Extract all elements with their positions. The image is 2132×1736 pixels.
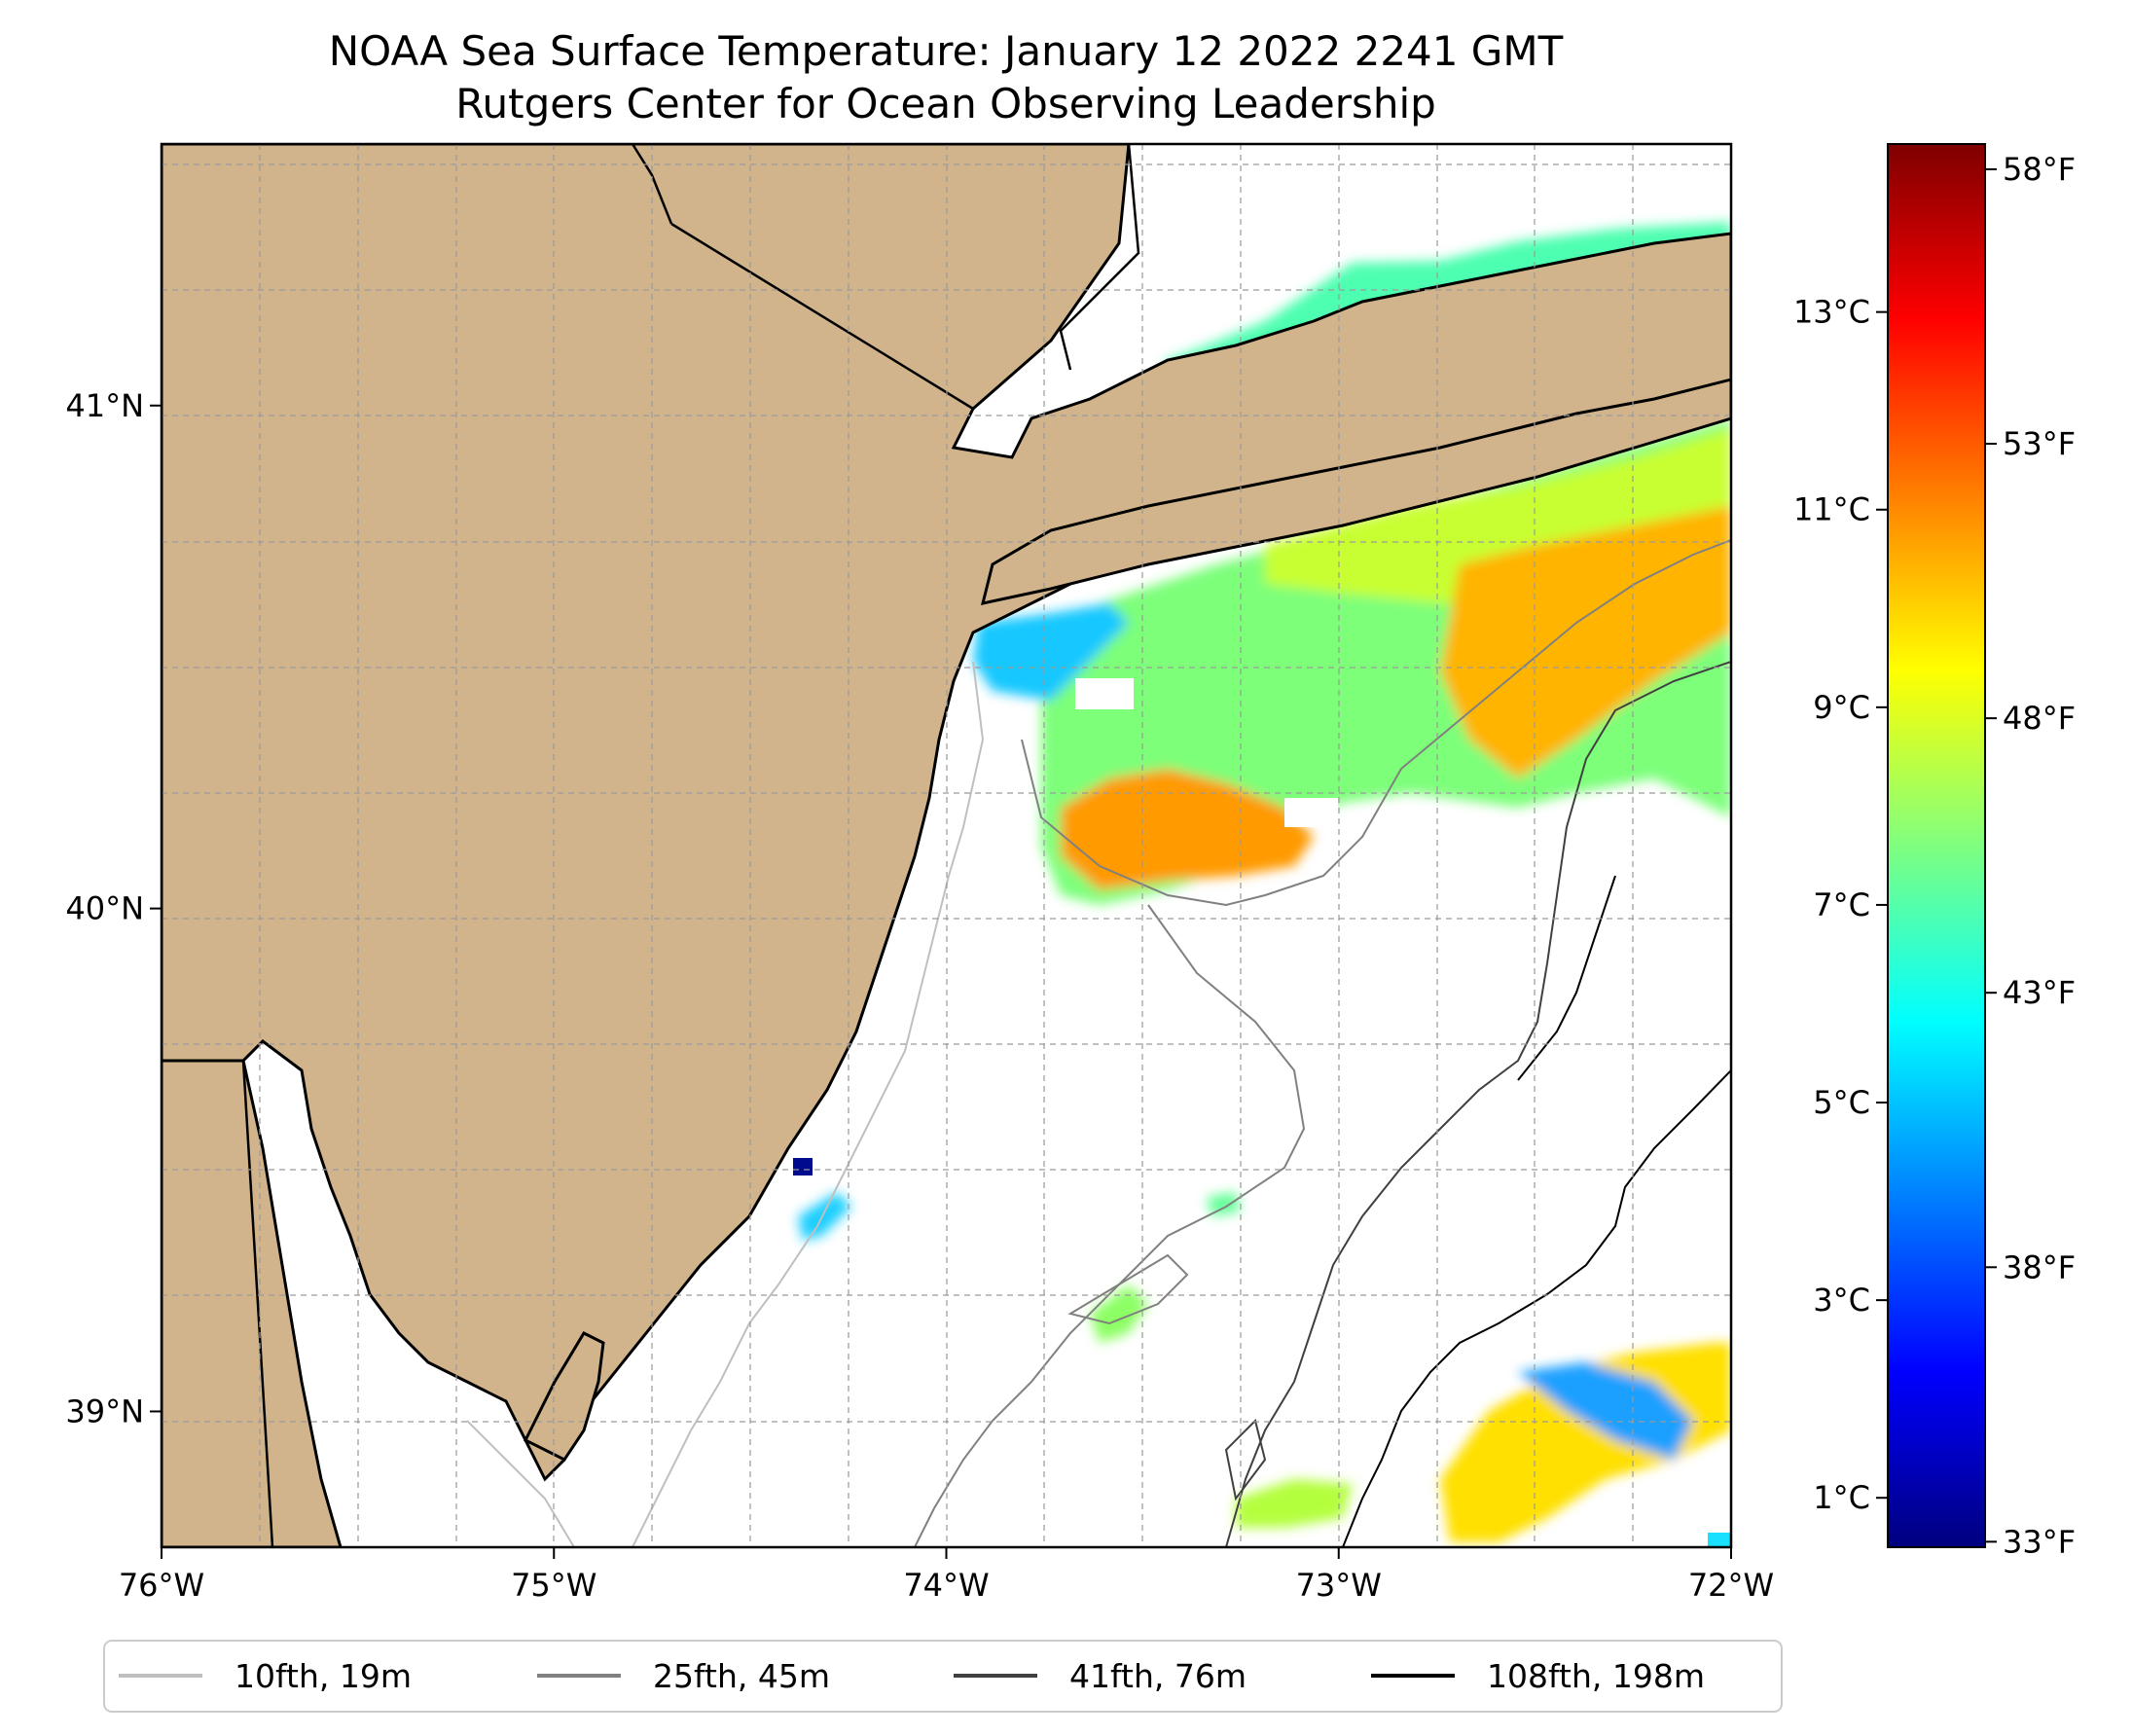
celsius-tick-label: 5°C [1813, 1084, 1870, 1121]
colorbar-celsius-axis: 1°C 3°C 5°C 7°C 9°C 11°C 13°C [1793, 294, 1888, 1516]
y-axis: 41°N 40°N 39°N [65, 387, 162, 1429]
legend-label-108fth: 108fth, 198m [1487, 1657, 1705, 1695]
celsius-tick-label: 1°C [1813, 1479, 1870, 1516]
x-tick-label: 75°W [511, 1567, 596, 1604]
contour-10fth [632, 661, 985, 1547]
legend-label-10fth: 10fth, 19m [235, 1657, 412, 1695]
x-axis: 76°W 75°W 74°W 73°W 72°W [119, 1547, 1774, 1604]
y-tick-label: 40°N [65, 890, 144, 927]
x-tick-label: 74°W [903, 1567, 989, 1604]
chart-title: NOAA Sea Surface Temperature: January 12… [329, 27, 1564, 75]
land-delaware [162, 1059, 343, 1547]
legend-item-108fth: 108fth, 198m [1371, 1657, 1705, 1695]
land-cape-may-point [523, 1331, 605, 1462]
contour-108fth [1342, 1069, 1731, 1547]
colorbar-fahrenheit-axis: 33°F 38°F 43°F 48°F 53°F 58°F [1985, 151, 2076, 1560]
legend-item-25fth: 25fth, 45m [537, 1657, 830, 1695]
celsius-tick-label: 11°C [1793, 491, 1870, 528]
y-tick-label: 39°N [65, 1392, 144, 1429]
legend-item-10fth: 10fth, 19m [119, 1657, 412, 1695]
fahrenheit-tick-label: 53°F [2003, 425, 2076, 462]
fahrenheit-tick-label: 33°F [2003, 1523, 2076, 1560]
y-tick-label: 41°N [65, 387, 144, 424]
contour-25fth [1021, 539, 1731, 907]
x-tick-label: 72°W [1688, 1567, 1774, 1604]
map-panel [162, 144, 1731, 1547]
x-tick-label: 73°W [1296, 1567, 1382, 1604]
fahrenheit-tick-label: 58°F [2003, 151, 2076, 188]
chart-subtitle: Rutgers Center for Ocean Observing Leade… [455, 80, 1436, 127]
land-long-island [980, 378, 1731, 605]
celsius-tick-label: 13°C [1793, 294, 1870, 331]
fahrenheit-tick-label: 38°F [2003, 1248, 2076, 1285]
sst-data-layer [560, 222, 1731, 1547]
celsius-tick-label: 9°C [1813, 689, 1870, 726]
legend-label-25fth: 25fth, 45m [653, 1657, 830, 1695]
gridlines [162, 144, 1731, 1547]
fahrenheit-tick-label: 43°F [2003, 974, 2076, 1011]
colorbar-gradient [1887, 143, 1986, 1548]
state-boundaries [162, 144, 1140, 1547]
legend-label-41fth: 41fth, 76m [1069, 1657, 1247, 1695]
colorbar: 1°C 3°C 5°C 7°C 9°C 11°C 13°C 33°F 38°F 43°F 48°F… [1793, 143, 2076, 1560]
legend-item-41fth: 41fth, 76m [954, 1657, 1247, 1695]
x-tick-label: 76°W [119, 1567, 204, 1604]
legend-frame [103, 1640, 1783, 1713]
contour-41fth [1225, 661, 1731, 1547]
celsius-tick-label: 3°C [1813, 1282, 1870, 1319]
contour-legend: 10fth, 19m 25fth, 45m 41fth, 76m 108fth,… [103, 1640, 1783, 1713]
fahrenheit-tick-label: 48°F [2003, 700, 2076, 737]
celsius-tick-label: 7°C [1813, 886, 1870, 923]
